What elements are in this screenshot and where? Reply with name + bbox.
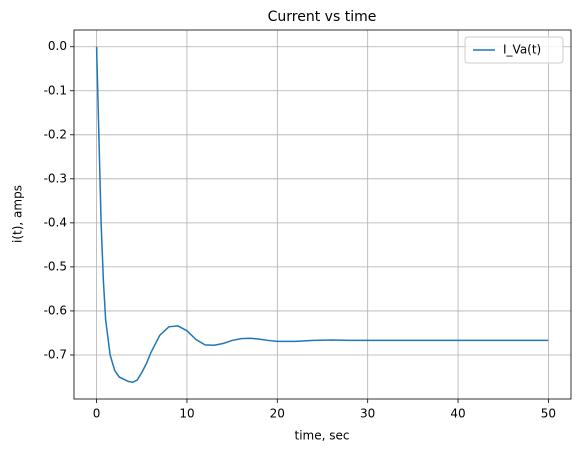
legend-box xyxy=(464,36,564,64)
y-tick-label: -0.3 xyxy=(44,171,67,185)
y-tick-label: -0.6 xyxy=(44,303,67,317)
x-tick-label: 40 xyxy=(450,407,465,421)
data-line xyxy=(95,46,549,384)
x-tick-label: 30 xyxy=(360,407,375,421)
x-tick-label: 10 xyxy=(179,407,194,421)
y-tick-label: 0.0 xyxy=(48,39,67,53)
plot-frame xyxy=(73,29,572,400)
x-tick-label: 50 xyxy=(541,407,556,421)
y-tick-label: -0.7 xyxy=(44,347,67,361)
y-axis-label: i(t), amps xyxy=(11,185,25,243)
x-axis-label: time, sec xyxy=(295,429,350,443)
x-tick-label: 0 xyxy=(93,407,101,421)
legend-label: I_Va(t) xyxy=(503,43,541,57)
x-tick-label: 20 xyxy=(270,407,285,421)
y-tick-label: -0.4 xyxy=(44,215,67,229)
chart-title: Current vs time xyxy=(268,9,377,25)
y-tick-label: -0.2 xyxy=(44,127,67,141)
y-tick-label: -0.5 xyxy=(44,259,67,273)
y-tick-label: -0.1 xyxy=(44,83,67,97)
